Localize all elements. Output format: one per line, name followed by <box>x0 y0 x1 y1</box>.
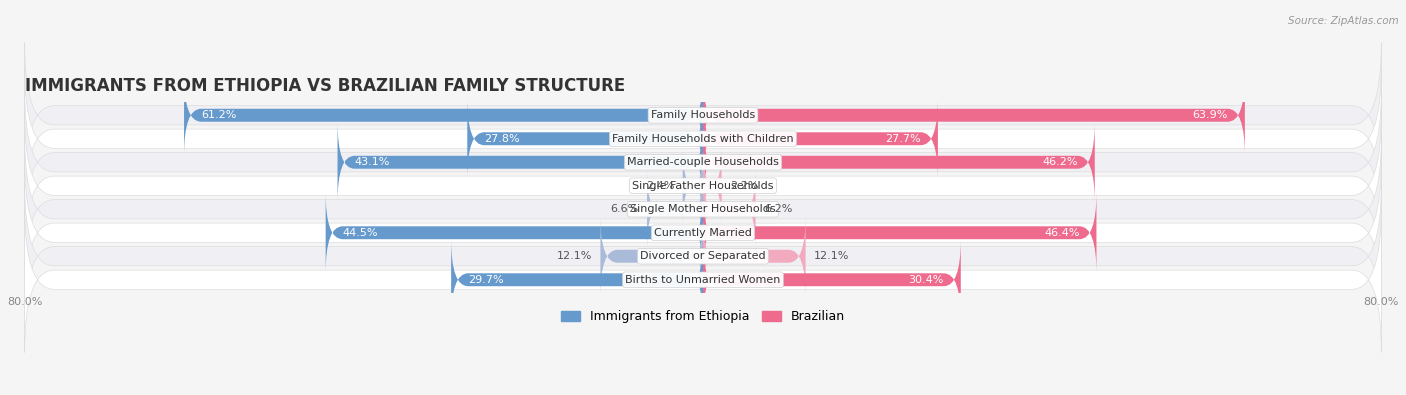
Text: 46.2%: 46.2% <box>1042 157 1078 167</box>
Text: 27.7%: 27.7% <box>886 134 921 144</box>
FancyBboxPatch shape <box>683 145 703 226</box>
Text: 63.9%: 63.9% <box>1192 110 1227 120</box>
FancyBboxPatch shape <box>703 98 938 179</box>
Text: 30.4%: 30.4% <box>908 275 943 285</box>
Text: 6.6%: 6.6% <box>610 204 638 214</box>
FancyBboxPatch shape <box>25 160 1381 305</box>
Text: Divorced or Separated: Divorced or Separated <box>640 251 766 261</box>
Text: Married-couple Households: Married-couple Households <box>627 157 779 167</box>
Text: Single Father Households: Single Father Households <box>633 181 773 191</box>
FancyBboxPatch shape <box>647 169 703 250</box>
FancyBboxPatch shape <box>600 216 703 297</box>
FancyBboxPatch shape <box>337 122 703 203</box>
FancyBboxPatch shape <box>184 75 703 156</box>
Text: 46.4%: 46.4% <box>1045 228 1080 238</box>
Text: 44.5%: 44.5% <box>343 228 378 238</box>
Text: Single Mother Households: Single Mother Households <box>630 204 776 214</box>
Text: 12.1%: 12.1% <box>557 251 592 261</box>
Text: 61.2%: 61.2% <box>201 110 236 120</box>
FancyBboxPatch shape <box>703 169 755 250</box>
Text: 2.2%: 2.2% <box>730 181 759 191</box>
Text: 12.1%: 12.1% <box>814 251 849 261</box>
Text: 29.7%: 29.7% <box>468 275 503 285</box>
FancyBboxPatch shape <box>703 216 806 297</box>
FancyBboxPatch shape <box>25 113 1381 258</box>
FancyBboxPatch shape <box>467 98 703 179</box>
Text: 43.1%: 43.1% <box>354 157 389 167</box>
Text: 27.8%: 27.8% <box>484 134 520 144</box>
FancyBboxPatch shape <box>703 75 1244 156</box>
FancyBboxPatch shape <box>25 184 1381 329</box>
Text: IMMIGRANTS FROM ETHIOPIA VS BRAZILIAN FAMILY STRUCTURE: IMMIGRANTS FROM ETHIOPIA VS BRAZILIAN FA… <box>25 77 624 95</box>
FancyBboxPatch shape <box>451 239 703 320</box>
Text: Births to Unmarried Women: Births to Unmarried Women <box>626 275 780 285</box>
FancyBboxPatch shape <box>703 145 721 226</box>
FancyBboxPatch shape <box>25 137 1381 282</box>
FancyBboxPatch shape <box>25 207 1381 352</box>
Text: Source: ZipAtlas.com: Source: ZipAtlas.com <box>1288 16 1399 26</box>
FancyBboxPatch shape <box>703 192 1097 273</box>
Legend: Immigrants from Ethiopia, Brazilian: Immigrants from Ethiopia, Brazilian <box>557 305 849 328</box>
FancyBboxPatch shape <box>25 90 1381 235</box>
Text: Family Households: Family Households <box>651 110 755 120</box>
Text: 2.4%: 2.4% <box>645 181 673 191</box>
Text: Family Households with Children: Family Households with Children <box>612 134 794 144</box>
FancyBboxPatch shape <box>703 239 960 320</box>
FancyBboxPatch shape <box>703 122 1095 203</box>
Text: 6.2%: 6.2% <box>763 204 793 214</box>
Text: Currently Married: Currently Married <box>654 228 752 238</box>
FancyBboxPatch shape <box>326 192 703 273</box>
FancyBboxPatch shape <box>25 43 1381 188</box>
FancyBboxPatch shape <box>25 66 1381 211</box>
